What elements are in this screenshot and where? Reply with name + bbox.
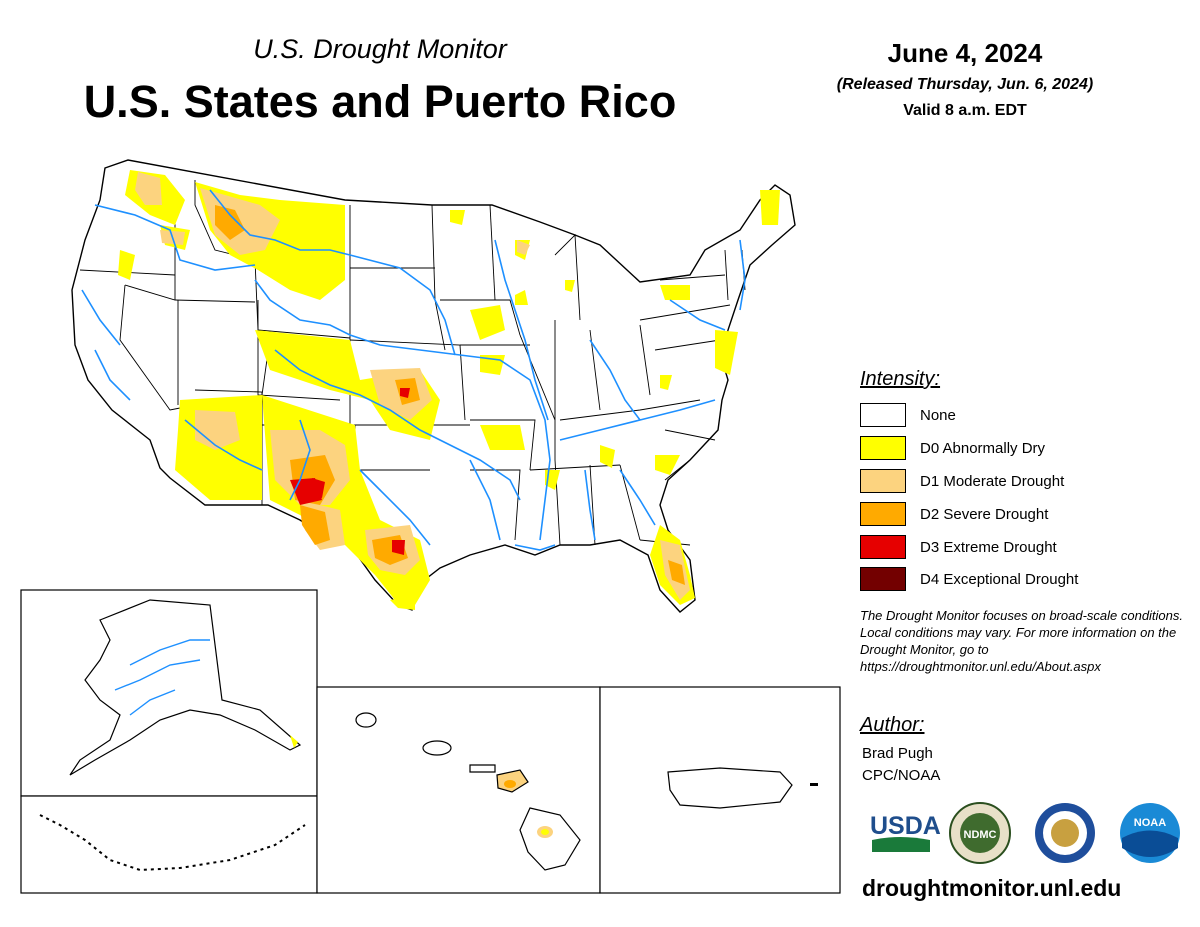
usda-logo: USDA: [870, 812, 941, 852]
legend-swatch: [860, 436, 906, 460]
legend-label: D3 Extreme Drought: [920, 538, 1057, 556]
legend-label: D4 Exceptional Drought: [920, 570, 1079, 588]
vieques-island: [810, 783, 818, 786]
conus-map: [71, 159, 796, 613]
kauai-island: [355, 712, 377, 728]
legend-item-d1: D1 Moderate Drought: [860, 468, 1064, 494]
oahu-island: [422, 740, 452, 756]
molokai-island: [469, 764, 496, 773]
legend-label: D0 Abnormally Dry: [920, 439, 1046, 457]
noaa-logo-text: NOAA: [1134, 817, 1166, 829]
map-date: June 4, 2024: [887, 38, 1043, 68]
rivers: [81, 189, 746, 551]
map-subtitle: U.S. Drought Monitor: [253, 34, 507, 64]
commerce-seal-logo: [1035, 803, 1095, 863]
author-name: Brad Pugh: [862, 745, 933, 762]
legend-swatch: [860, 502, 906, 526]
hawaii-inset: [316, 686, 601, 894]
legend-item-d3: D3 Extreme Drought: [860, 534, 1057, 560]
partner-logos: USDA NDMC NOAA: [870, 802, 1180, 864]
big-island: [519, 807, 581, 871]
puerto-rico-island: [667, 767, 793, 809]
ndmc-logo-text: NDMC: [964, 829, 997, 841]
legend-swatch: [860, 403, 906, 427]
map-title: U.S. States and Puerto Rico: [83, 76, 677, 127]
noaa-logo: NOAA: [1120, 803, 1180, 863]
legend-item-d0: D0 Abnormally Dry: [860, 435, 1045, 461]
puerto-rico-inset: [599, 686, 841, 894]
ndmc-logo: NDMC: [949, 802, 1011, 864]
legend-item-d2: D2 Severe Drought: [860, 501, 1048, 527]
aleutians-frame: [20, 795, 318, 894]
alaska-d0-area: [290, 735, 298, 748]
big-island-d0-area: [541, 829, 549, 835]
author-heading: Author:: [860, 714, 925, 736]
alaska-rivers: [114, 639, 210, 716]
legend-label: None: [920, 406, 956, 424]
drought-monitor-note: The Drought Monitor focuses on broad-sca…: [860, 608, 1184, 674]
alaska-inset: [20, 589, 318, 894]
legend-swatch: [860, 469, 906, 493]
legend-title: Intensity:: [860, 368, 941, 390]
legend-item-none: None: [860, 402, 956, 428]
d3-areas: [290, 388, 410, 555]
alaska-outline: [69, 599, 302, 776]
legend-swatch: [860, 567, 906, 591]
legend-swatch: [860, 535, 906, 559]
author-organization: CPC/NOAA: [862, 767, 941, 784]
legend-label: D1 Moderate Drought: [920, 472, 1065, 490]
legend-label: D2 Severe Drought: [920, 505, 1049, 523]
conus-outline: [71, 159, 796, 613]
valid-time: Valid 8 a.m. EDT: [903, 102, 1027, 119]
maui-d2-area: [504, 780, 516, 788]
legend-item-d4: D4 Exceptional Drought: [860, 566, 1078, 592]
usda-logo-text: USDA: [870, 812, 941, 840]
website-link[interactable]: droughtmonitor.unl.edu: [862, 875, 1122, 901]
release-date: (Released Thursday, Jun. 6, 2024): [836, 76, 1094, 93]
